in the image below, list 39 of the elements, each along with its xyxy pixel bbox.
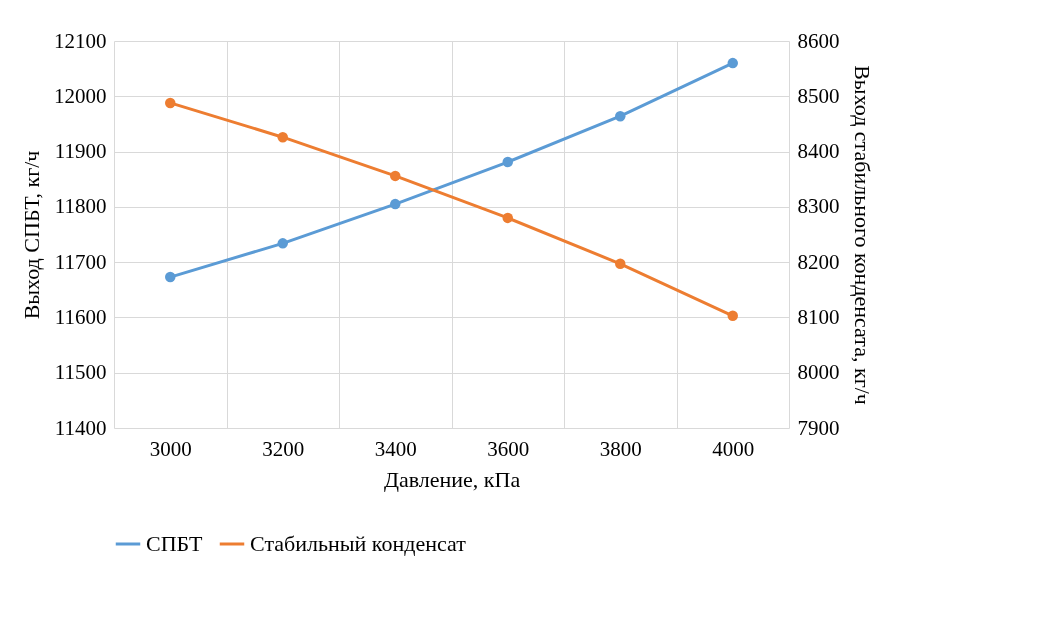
- point: [165, 271, 176, 283]
- y-tick-label: 11500: [54, 360, 107, 385]
- y-tick-label: 11600: [54, 304, 107, 329]
- point: [502, 156, 513, 168]
- y2-tick-label: 8200: [797, 249, 840, 274]
- y-tick-label: 12000: [54, 83, 107, 108]
- y-tick-label: 11800: [54, 194, 107, 219]
- x-tick-label: 3000: [149, 436, 192, 461]
- x-tick-label: 3600: [487, 436, 530, 461]
- point: [390, 198, 401, 210]
- y2-tick-label: 8600: [797, 28, 840, 53]
- y2-axis-title: Выход стабильного конденсата, кг/ч: [849, 65, 875, 405]
- y2-tick-label: 8300: [797, 194, 840, 219]
- y2-tick-label: 7900: [797, 415, 840, 440]
- y2-tick-label: 8000: [797, 360, 840, 385]
- point: [277, 238, 288, 249]
- point: [727, 310, 738, 321]
- y-tick-label: 11700: [54, 249, 107, 274]
- point: [615, 110, 626, 122]
- legend-label: Стабильный конденсат: [250, 531, 467, 556]
- y2-tick-label: 8500: [797, 83, 840, 108]
- y-tick-label: 12100: [54, 28, 107, 53]
- point: [615, 258, 626, 270]
- x-tick-label: 4000: [712, 436, 755, 461]
- point: [165, 97, 176, 109]
- x-tick-label: 3200: [262, 436, 305, 461]
- y-tick-label: 11900: [54, 139, 107, 164]
- point: [277, 131, 288, 143]
- legend-label: СПБТ: [146, 531, 203, 556]
- x-axis-title: Давление, кПа: [383, 466, 521, 492]
- y-axis-title: Выход СПБТ, кг/ч: [19, 150, 44, 320]
- point: [727, 57, 738, 69]
- x-tick-label: 3800: [599, 436, 642, 461]
- point: [390, 170, 401, 182]
- x-tick-label: 3400: [374, 436, 417, 461]
- point: [502, 212, 513, 224]
- y-tick-label: 11400: [54, 415, 107, 440]
- y2-tick-label: 8400: [797, 139, 840, 164]
- y2-tick-label: 8100: [797, 304, 840, 329]
